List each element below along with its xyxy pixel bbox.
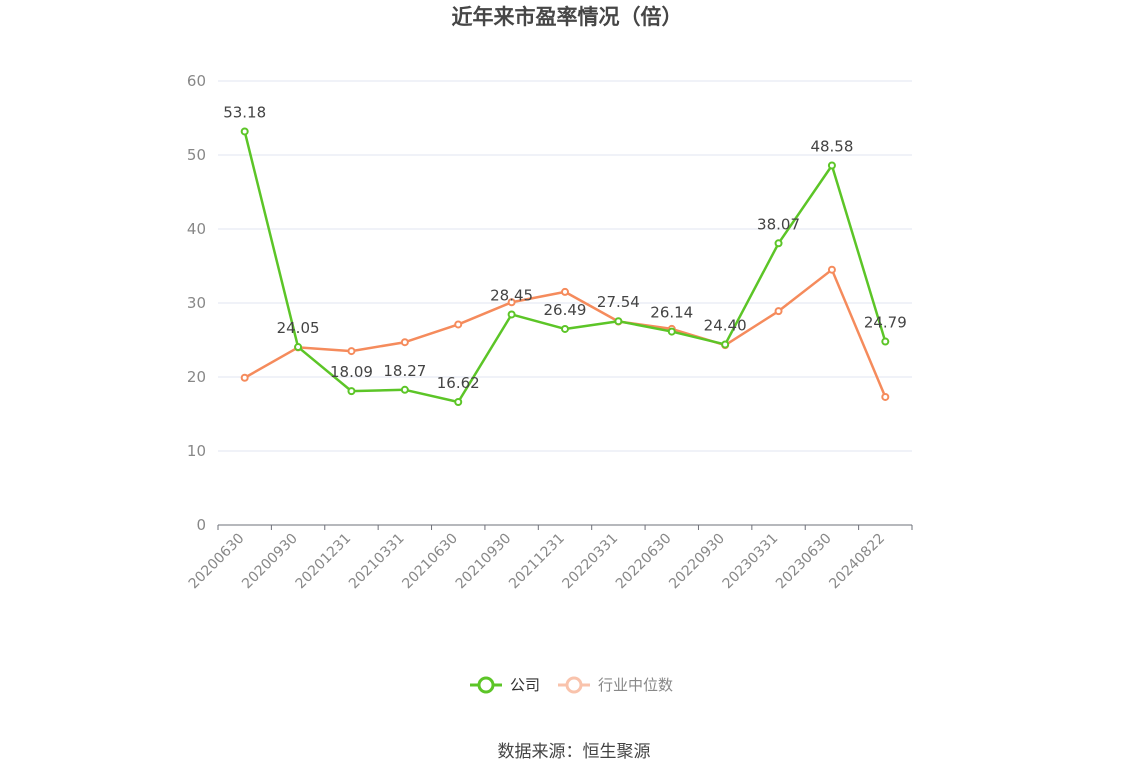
legend-industry-marker	[565, 676, 583, 694]
data-label: 26.49	[544, 301, 587, 319]
x-tick-label: 20220630	[613, 531, 675, 593]
x-tick-label: 20220331	[560, 531, 622, 593]
industry-median-point[interactable]	[507, 298, 516, 307]
x-tick-label: 20240822	[826, 531, 888, 593]
y-tick-label: 10	[187, 442, 206, 460]
chart-title: 近年来市盈率情况（倍）	[452, 5, 683, 29]
legend-item-industry-median[interactable]: 行业中位数	[558, 676, 673, 694]
x-axis: 2020063020200930202012312021033120210630…	[186, 525, 913, 593]
company-point[interactable]	[827, 161, 836, 170]
x-tick-label: 20210331	[346, 531, 408, 593]
industry-median-point[interactable]	[881, 392, 890, 401]
y-tick-label: 40	[187, 220, 206, 238]
legend-item-company[interactable]: 公司	[470, 676, 540, 694]
series	[240, 127, 890, 407]
data-label: 38.07	[757, 215, 800, 233]
series-line-company	[243, 131, 887, 404]
data-label: 48.58	[810, 138, 853, 156]
y-tick-label: 0	[196, 516, 206, 534]
x-tick-label: 20200930	[239, 531, 301, 593]
y-axis: 0 10 20 30 40 50 60	[187, 72, 206, 534]
x-tick-label: 20210930	[453, 531, 515, 593]
company-point[interactable]	[881, 337, 890, 346]
legend-industry-label: 行业中位数	[598, 676, 673, 694]
data-label: 18.27	[383, 362, 426, 380]
company-point[interactable]	[240, 127, 249, 136]
industry-median-point[interactable]	[347, 347, 356, 356]
x-tick-label: 20211231	[506, 531, 568, 593]
legend-company-label: 公司	[510, 676, 540, 694]
data-label: 24.79	[864, 314, 907, 332]
x-tick-label: 20200630	[186, 531, 248, 593]
gridlines	[218, 80, 912, 452]
industry-median-point[interactable]	[400, 338, 409, 347]
company-point[interactable]	[294, 343, 303, 352]
y-tick-label: 30	[187, 294, 206, 312]
industry-median-point[interactable]	[774, 307, 783, 316]
y-tick-label: 20	[187, 368, 206, 386]
industry-median-point[interactable]	[240, 373, 249, 382]
data-label: 24.40	[704, 316, 747, 334]
x-tick-label: 20201231	[293, 531, 355, 593]
x-tick-label: 20230630	[773, 531, 835, 593]
data-label: 28.45	[490, 286, 533, 304]
company-point[interactable]	[667, 327, 676, 336]
source-note: 数据来源：恒生聚源	[498, 742, 651, 762]
data-label: 24.05	[277, 319, 320, 337]
company-point[interactable]	[614, 317, 623, 326]
data-label: 27.54	[597, 293, 640, 311]
legend-company-marker	[477, 676, 495, 694]
data-label: 26.14	[650, 304, 693, 322]
x-tick-label: 20230331	[720, 531, 782, 593]
data-label: 16.62	[437, 374, 480, 392]
industry-median-point[interactable]	[454, 320, 463, 329]
company-point[interactable]	[507, 310, 516, 319]
data-label: 53.18	[223, 103, 266, 121]
y-tick-label: 60	[187, 72, 206, 90]
x-tick-label: 20210630	[399, 531, 461, 593]
x-tick-label: 20220930	[666, 531, 728, 593]
company-point[interactable]	[774, 239, 783, 248]
industry-median-point[interactable]	[827, 265, 836, 274]
data-label: 18.09	[330, 363, 373, 381]
company-point[interactable]	[454, 398, 463, 407]
industry-median-point[interactable]	[561, 287, 569, 296]
data-labels: 53.18 24.05 18.09 18.27 16.62 28.45 26.49 27.54…	[223, 103, 907, 392]
company-point[interactable]	[400, 385, 409, 394]
legend: 公司 行业中位数	[470, 676, 673, 694]
company-point[interactable]	[561, 324, 569, 333]
y-tick-label: 50	[187, 146, 206, 164]
company-point[interactable]	[347, 387, 356, 396]
company-point[interactable]	[721, 340, 730, 349]
